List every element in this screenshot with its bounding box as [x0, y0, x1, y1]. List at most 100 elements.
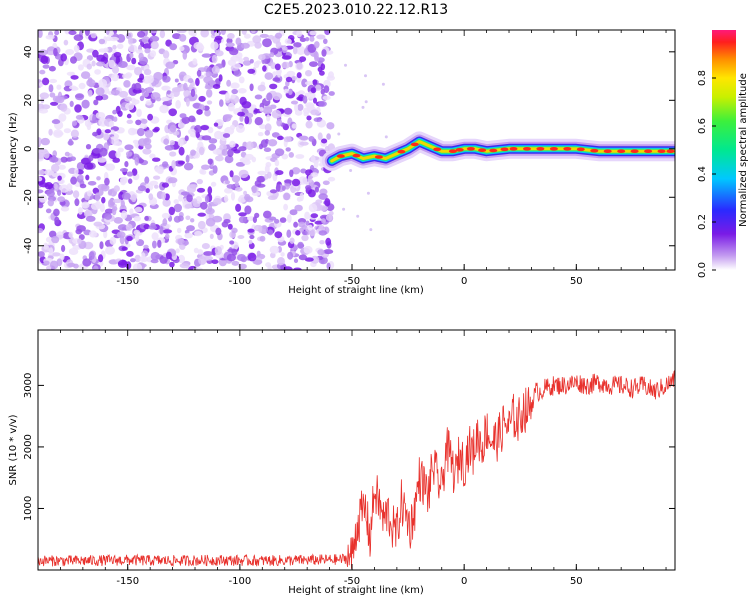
noise-blob	[214, 130, 223, 140]
noise-blob	[108, 59, 116, 69]
noise-blob	[287, 251, 294, 260]
noise-blob	[92, 147, 101, 154]
noise-blob	[38, 194, 48, 203]
noise-blob	[247, 228, 255, 233]
noise-blob	[267, 195, 278, 200]
noise-blob	[214, 246, 222, 256]
noise-blob	[177, 138, 184, 147]
noise-blob	[139, 73, 145, 81]
noise-blob	[60, 53, 67, 62]
noise-blob	[63, 128, 71, 134]
signal-peak	[576, 147, 585, 152]
noise-blob	[128, 44, 138, 53]
noise-blob	[159, 104, 169, 114]
noise-blob	[247, 68, 256, 74]
noise-blob	[284, 181, 291, 190]
noise-blob	[88, 251, 95, 260]
noise-blob	[291, 178, 301, 187]
noise-blob	[92, 187, 100, 194]
noise-blob	[238, 57, 244, 66]
noise-speck	[361, 105, 365, 109]
noise-blob	[295, 154, 305, 159]
noise-blob	[164, 233, 170, 240]
colorbar-tick-label: 0.8	[697, 70, 708, 86]
x-tick-label: 50	[570, 576, 583, 587]
noise-blob	[39, 69, 46, 75]
noise-blob	[229, 124, 236, 131]
noise-blob	[233, 149, 241, 154]
noise-blob	[69, 100, 74, 107]
y-tick-label: 40	[23, 45, 34, 58]
noise-blob	[314, 186, 319, 193]
noise-blob	[149, 180, 159, 186]
noise-blob	[244, 33, 251, 39]
noise-blob	[235, 187, 243, 192]
noise-blob	[80, 71, 91, 79]
noise-blob	[190, 149, 196, 156]
noise-blob	[38, 176, 43, 182]
noise-blob	[222, 133, 231, 138]
noise-blob	[139, 95, 145, 102]
noise-blob	[313, 51, 319, 60]
noise-blob	[193, 42, 203, 50]
noise-blob	[205, 71, 212, 77]
noise-blob	[265, 161, 272, 168]
noise-blob	[250, 30, 256, 34]
noise-blob	[103, 230, 108, 239]
noise-blob	[90, 32, 97, 39]
noise-blob	[274, 231, 283, 239]
noise-blob	[207, 158, 213, 165]
noise-blob	[189, 184, 198, 189]
noise-blob	[68, 248, 79, 255]
noise-blob	[323, 249, 334, 255]
signal-peak	[374, 155, 383, 159]
noise-blob	[155, 97, 162, 102]
noise-blob	[99, 241, 104, 250]
noise-blob	[117, 259, 128, 268]
noise-blob	[70, 129, 79, 138]
noise-blob	[221, 148, 228, 156]
noise-blob	[298, 254, 308, 261]
noise-blob	[130, 258, 136, 263]
noise-blob	[74, 198, 80, 207]
noise-blob	[104, 208, 114, 214]
noise-blob	[46, 190, 55, 198]
noise-blob	[118, 90, 129, 98]
noise-blob	[239, 115, 244, 122]
noise-blob	[144, 176, 150, 184]
noise-blob	[119, 168, 129, 172]
noise-blob	[57, 196, 66, 203]
noise-blob	[227, 149, 234, 158]
noise-blob	[212, 148, 222, 155]
noise-blob	[201, 135, 212, 141]
noise-blob	[168, 108, 177, 117]
noise-blob	[161, 85, 168, 91]
signal-peak	[666, 149, 675, 153]
noise-blob	[318, 205, 329, 212]
noise-blob	[279, 217, 287, 223]
noise-blob	[68, 138, 73, 146]
noise-blob	[295, 46, 306, 55]
noise-blob	[298, 176, 308, 185]
noise-blob	[211, 259, 219, 265]
noise-blob	[198, 146, 205, 156]
noise-blob	[154, 184, 159, 189]
noise-blob	[112, 109, 117, 115]
noise-blob	[305, 120, 313, 129]
noise-blob	[227, 223, 233, 230]
noise-blob	[162, 75, 171, 83]
noise-blob	[325, 237, 332, 246]
noise-blob	[95, 95, 104, 101]
noise-blob	[123, 80, 131, 88]
noise-blob	[237, 196, 247, 203]
noise-blob	[210, 41, 219, 50]
noise-blob	[197, 249, 204, 255]
y-tick-label: 0	[23, 146, 34, 152]
noise-blob	[169, 43, 178, 51]
noise-blob	[208, 138, 218, 144]
noise-blob	[134, 66, 143, 76]
noise-blob	[152, 157, 161, 162]
noise-blob	[175, 248, 180, 254]
noise-blob	[101, 196, 106, 204]
noise-blob	[276, 118, 283, 127]
